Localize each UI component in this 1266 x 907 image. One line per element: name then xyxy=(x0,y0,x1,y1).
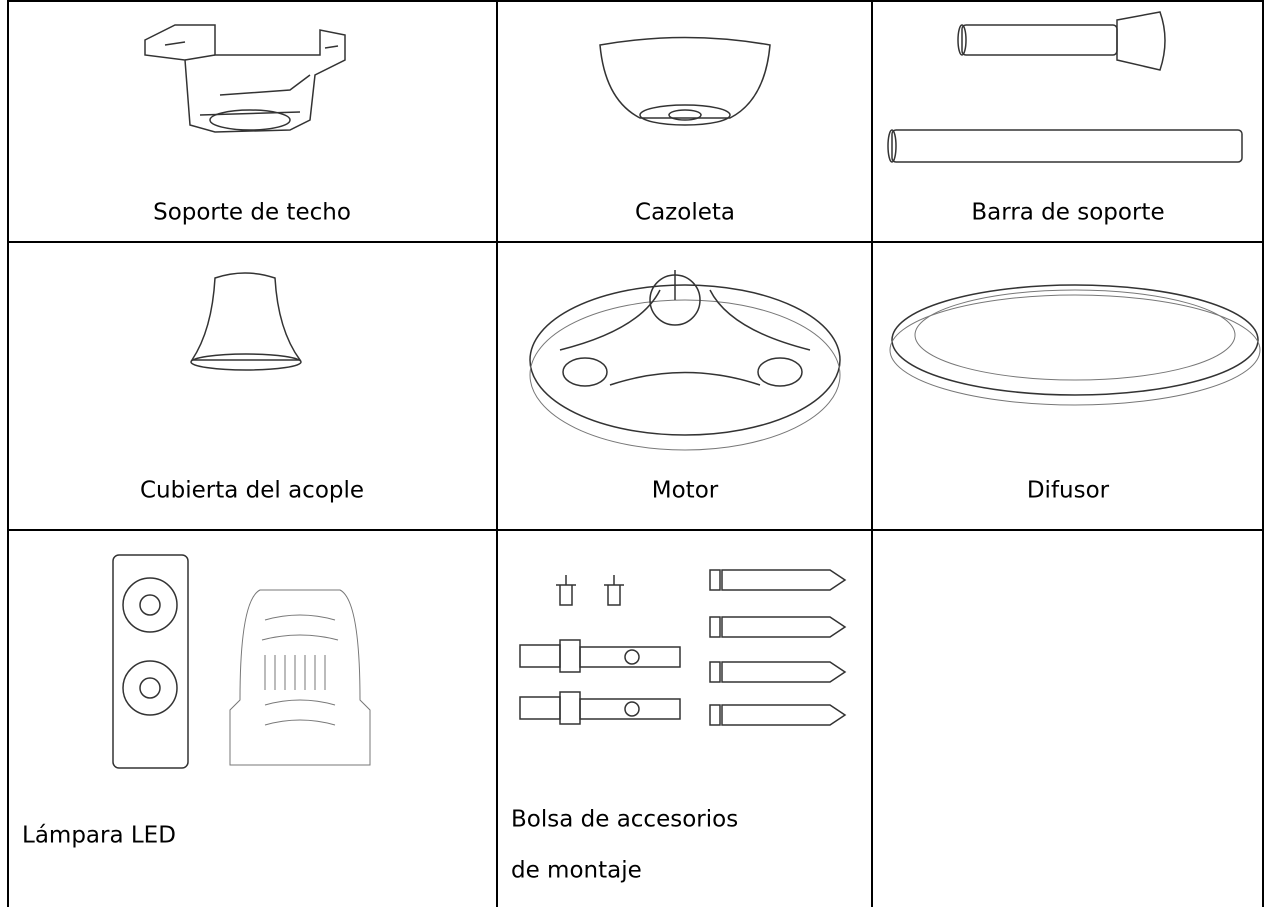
canopy-drawing xyxy=(599,36,771,126)
cell-label: Cazoleta xyxy=(635,200,735,226)
ceiling-bracket-drawing xyxy=(144,24,346,133)
table-grid xyxy=(7,0,1264,907)
cell-label: Barra de soporte xyxy=(971,200,1164,226)
remote-drawing xyxy=(112,554,371,769)
coupling-cover-drawing xyxy=(190,272,302,371)
cell-label: Difusor xyxy=(1027,478,1110,504)
cell-label: Cubierta del acople xyxy=(140,478,364,504)
cell-label: Motor xyxy=(652,478,719,504)
cell-label: Soporte de techo xyxy=(153,200,351,226)
diffuser-drawing xyxy=(889,284,1261,406)
motor-drawing xyxy=(529,270,841,451)
downrod-drawing xyxy=(887,11,1243,163)
cell-label: Lámpara LED xyxy=(22,823,176,849)
hardware-drawing xyxy=(519,569,847,726)
cell-label: de montaje xyxy=(511,858,642,884)
cell-label: Bolsa de accesorios xyxy=(511,807,738,833)
